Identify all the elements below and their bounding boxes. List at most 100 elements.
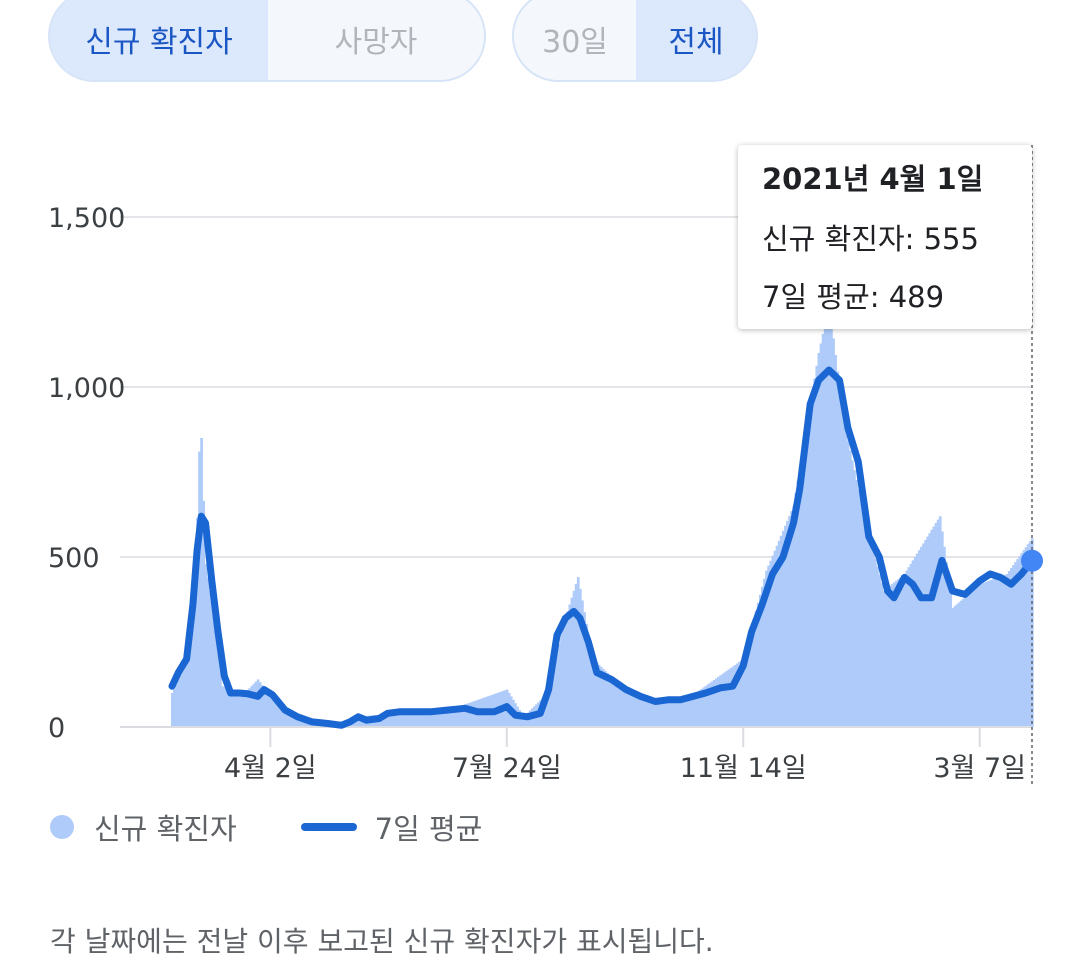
daily-bar (727, 669, 731, 727)
daily-bar (449, 707, 452, 727)
tab-30-days[interactable]: 30일 (514, 0, 636, 80)
daily-bars (170, 305, 1034, 727)
daily-bar (888, 585, 892, 727)
daily-bar (202, 500, 206, 727)
daily-bar (796, 480, 800, 727)
daily-bar (183, 666, 187, 727)
daily-bar (648, 701, 651, 727)
daily-bar (855, 479, 858, 727)
daily-bar (802, 442, 806, 727)
daily-bar (972, 589, 976, 727)
daily-bar (1018, 556, 1022, 727)
daily-bar (936, 519, 940, 727)
daily-bar (223, 687, 226, 727)
daily-bar (708, 682, 712, 727)
daily-bar (903, 574, 907, 727)
daily-bar (746, 642, 750, 727)
daily-bar (179, 675, 183, 727)
daily-bar (187, 642, 191, 727)
daily-bar (1005, 574, 1009, 727)
daily-bar (880, 582, 883, 727)
cases-chart[interactable]: 0 500 1,000 1,500 4월 2일 7월 24일 11월 14일 3월 7일 (0, 0, 1080, 800)
daily-bar (566, 611, 570, 727)
daily-bar (210, 604, 214, 727)
daily-bar (966, 595, 969, 727)
daily-bar (405, 712, 408, 727)
daily-bar (771, 555, 775, 727)
daily-bar (876, 566, 879, 727)
daily-bar (388, 713, 392, 727)
daily-bar (438, 708, 442, 727)
daily-bar (940, 531, 944, 727)
daily-bar (549, 682, 553, 727)
daily-bar (809, 404, 812, 727)
y-tick-label: 1,500 (48, 203, 125, 234)
daily-bar (1007, 571, 1011, 727)
daily-bar (589, 647, 593, 727)
daily-bar (390, 713, 394, 727)
daily-bar (874, 558, 877, 727)
daily-bar (455, 706, 459, 727)
daily-bar (212, 618, 216, 727)
daily-bar (204, 563, 208, 727)
daily-bar (767, 565, 770, 727)
daily-bar (664, 700, 668, 727)
daily-bar (792, 506, 796, 727)
daily-bar (961, 598, 965, 727)
daily-bar (953, 606, 957, 727)
daily-bar (871, 550, 875, 727)
x-tick-label: 4월 2일 (224, 753, 317, 784)
daily-bar (987, 581, 990, 727)
daily-bar (794, 493, 798, 727)
daily-bar (928, 533, 932, 727)
daily-bar (913, 557, 917, 727)
daily-bar (457, 706, 461, 727)
daily-bar (886, 587, 890, 727)
daily-bar (838, 387, 842, 727)
daily-bar (924, 540, 927, 727)
daily-bar (781, 530, 785, 727)
tab-deaths[interactable]: 사망자 (268, 0, 484, 80)
daily-bar (804, 429, 808, 727)
daily-bar (807, 416, 810, 727)
daily-bar (756, 602, 760, 727)
daily-bar (627, 689, 630, 727)
daily-bar (685, 697, 689, 727)
daily-bar (440, 708, 444, 727)
daily-bar (432, 709, 436, 727)
tab-new-cases[interactable]: 신규 확진자 (50, 0, 268, 80)
daily-bar (434, 709, 438, 727)
daily-bar (407, 712, 411, 727)
daily-bar (989, 580, 992, 727)
tab-all-time[interactable]: 전체 (636, 0, 756, 80)
daily-bar (200, 438, 203, 727)
daily-bar (1014, 562, 1017, 727)
daily-bar (677, 698, 681, 727)
daily-bar (761, 586, 764, 727)
daily-bar (558, 644, 561, 727)
daily-bar (553, 663, 557, 727)
daily-bar (447, 707, 450, 727)
legend-line-label: 7일 평균 (374, 812, 483, 846)
daily-bar (920, 546, 923, 727)
daily-bar (581, 600, 584, 727)
daily-bar (819, 343, 823, 727)
daily-bar (834, 354, 837, 727)
daily-bar (300, 719, 304, 727)
daily-bar (612, 678, 616, 727)
daily-bar (696, 691, 699, 727)
hover-point-marker[interactable] (1021, 549, 1043, 572)
daily-bar (411, 711, 415, 727)
daily-bar (848, 450, 852, 727)
daily-bar (445, 707, 448, 727)
daily-bar (271, 699, 275, 727)
daily-bar (237, 693, 241, 727)
daily-bar (625, 687, 628, 727)
daily-bar (409, 711, 413, 727)
daily-bar (442, 708, 446, 727)
daily-bar (717, 676, 720, 727)
daily-bar (597, 664, 601, 727)
daily-bar (945, 562, 948, 727)
daily-bar (930, 529, 934, 727)
daily-bar (922, 543, 925, 727)
